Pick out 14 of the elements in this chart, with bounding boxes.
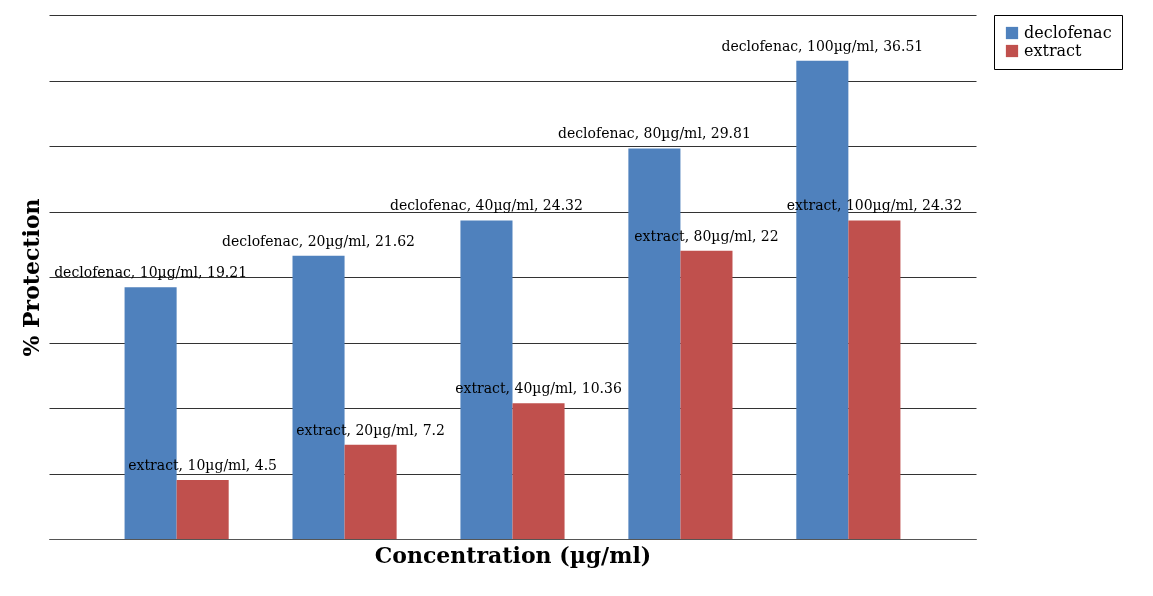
data-label: declofenac, 100µg/ml, 36.51 <box>721 37 924 54</box>
data-label: declofenac, 80µg/ml, 29.81 <box>557 125 751 142</box>
bar <box>344 444 397 539</box>
data-label: declofenac, 40µg/ml, 24.32 <box>390 197 583 214</box>
bar <box>680 250 733 539</box>
data-label: declofenac, 20µg/ml, 21.62 <box>222 232 415 249</box>
data-label: declofenac, 10µg/ml, 19.21 <box>54 264 248 281</box>
x-axis-title: Concentration (µg/ml) <box>374 541 652 568</box>
bar <box>176 480 229 539</box>
bar <box>512 403 565 539</box>
legend-label: extract <box>1024 41 1083 60</box>
y-axis-title: % Protection <box>17 198 44 357</box>
bar <box>848 220 901 539</box>
legend-label: declofenac <box>1024 23 1112 42</box>
